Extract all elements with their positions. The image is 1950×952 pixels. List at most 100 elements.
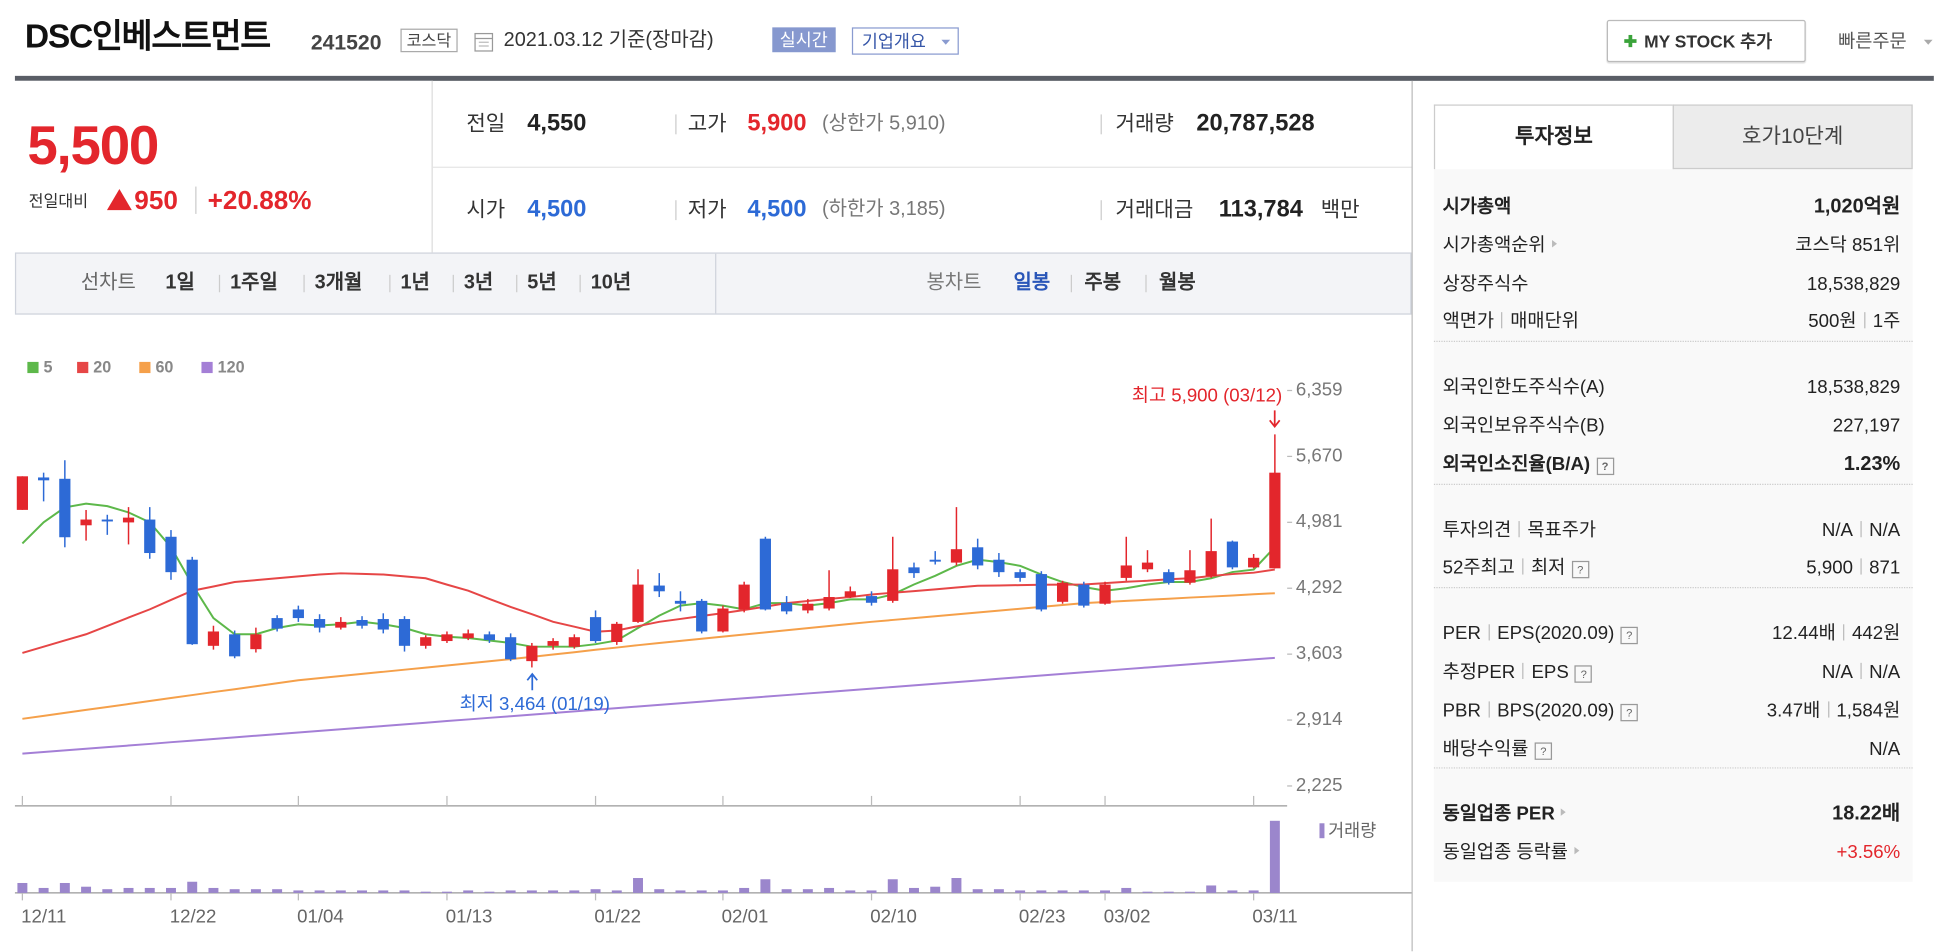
separator <box>1070 274 1073 293</box>
period-tab[interactable]: 3년 <box>463 272 494 294</box>
candle-body <box>1184 570 1196 583</box>
info-value: N/A N/A <box>1822 662 1900 684</box>
help-icon: ? <box>1571 561 1589 579</box>
candle-body <box>950 549 963 563</box>
candle-body <box>908 567 920 574</box>
legend-swatch <box>27 361 39 374</box>
candle-body <box>441 634 453 642</box>
volume-bar <box>1015 890 1026 893</box>
summary-value: 4,500 <box>527 196 587 223</box>
info-label: 동일업종 PER <box>1443 804 1566 826</box>
volume-bar <box>144 887 155 893</box>
volume-bar <box>17 882 28 893</box>
candle-body <box>865 596 878 603</box>
link-arrow <box>1574 847 1580 855</box>
candle-body <box>1099 584 1111 604</box>
candle-body <box>1205 551 1217 576</box>
period-tab[interactable]: 10년 <box>590 272 632 294</box>
candle-body <box>696 600 708 632</box>
company-button[interactable] <box>851 27 959 55</box>
period-tab[interactable]: 1주일 <box>230 272 278 294</box>
moving-average <box>22 592 1275 720</box>
label-part: PER <box>1442 623 1481 645</box>
label-part: EPS <box>1531 661 1569 683</box>
volume-bar <box>696 890 707 893</box>
period-tab[interactable]: 1일 <box>165 272 195 294</box>
candle-body <box>313 619 326 628</box>
volume-bar <box>1248 890 1259 893</box>
candle-body <box>589 617 602 642</box>
y-tick-label: 4,981 <box>1296 510 1343 531</box>
candle-body <box>632 584 644 622</box>
candle-body <box>186 559 198 645</box>
quick-order[interactable]: 빠른주문 <box>1838 31 1907 53</box>
mystock-button[interactable] <box>1606 19 1806 63</box>
value-part: +3.56% <box>1836 842 1901 864</box>
info-label: 동일업종 등락률 <box>1443 842 1580 864</box>
candle-tab[interactable]: 월봉 <box>1159 272 1196 294</box>
label-part: 액면가 <box>1442 311 1495 333</box>
summary-label: 거래대금 <box>1115 197 1194 222</box>
label-part: 매매단위 <box>1510 311 1579 333</box>
candle-body <box>759 538 771 610</box>
value-part: 12.44배 <box>1771 623 1836 645</box>
info-tab[interactable] <box>1672 104 1913 170</box>
price-panel <box>14 80 433 253</box>
info-tab-selected[interactable] <box>1433 104 1674 170</box>
value-part: 871 <box>1869 557 1901 579</box>
candle-body <box>59 478 71 538</box>
label-part: 외국인보유주식수(B) <box>1442 415 1605 437</box>
label-part: BPS(2020.09) <box>1497 699 1615 722</box>
candle-body <box>1226 541 1239 568</box>
group-divider <box>1433 483 1913 485</box>
candle-body <box>38 477 50 481</box>
x-tick-label: 03/02 <box>1104 906 1151 927</box>
row-divider <box>432 166 1412 168</box>
candle-chart-label: 봉차트 <box>926 272 982 294</box>
y-tick-label: 2,225 <box>1296 774 1343 795</box>
volume-bar <box>569 890 580 893</box>
period-tab[interactable]: 5년 <box>527 272 557 294</box>
current-price: 5,500 <box>27 115 159 177</box>
candle-body <box>101 519 113 522</box>
stock-code: 241520 <box>310 31 382 55</box>
candle-body <box>271 618 283 629</box>
change-pct: +20.88% <box>207 186 312 216</box>
candle-body <box>781 602 793 612</box>
value-part: N/A <box>1821 519 1853 541</box>
candle-body <box>1248 557 1260 568</box>
info-label: 상장주식수 <box>1443 273 1529 295</box>
period-tab[interactable]: 3개월 <box>314 272 363 294</box>
separator <box>1860 558 1862 576</box>
volume-bar <box>293 890 304 893</box>
volume-bar <box>590 889 601 893</box>
realtime-button[interactable]: 실시간 <box>772 27 836 53</box>
summary-label: 고가 <box>687 111 727 136</box>
volume-bar <box>272 889 283 893</box>
volume-bar <box>1036 890 1047 893</box>
volume-bar <box>1269 820 1280 893</box>
candle-tab[interactable]: 주봉 <box>1084 272 1122 294</box>
volume-bar <box>993 889 1004 893</box>
volume-bar <box>463 890 474 893</box>
candle-tab[interactable]: 일봉 <box>1013 272 1051 294</box>
period-tab[interactable]: 1년 <box>400 272 430 294</box>
volume-bar <box>1184 891 1195 893</box>
tab-divider <box>715 253 717 314</box>
volume-bar <box>1078 890 1089 893</box>
separator <box>1488 701 1490 718</box>
volume-bar <box>314 890 325 893</box>
candle-body <box>674 600 687 604</box>
info-label: 52주최고 최저? <box>1443 558 1589 580</box>
separator <box>675 200 677 221</box>
info-panel <box>1433 104 1913 882</box>
separator <box>1501 312 1503 329</box>
separator <box>1518 520 1520 537</box>
info-label: 시가총액 <box>1443 196 1512 218</box>
candle-body <box>653 585 665 592</box>
annotation-arrow <box>1269 410 1281 428</box>
label-part: 투자의견 <box>1442 519 1512 541</box>
volume-bar <box>123 887 134 893</box>
candle-body <box>568 637 580 647</box>
